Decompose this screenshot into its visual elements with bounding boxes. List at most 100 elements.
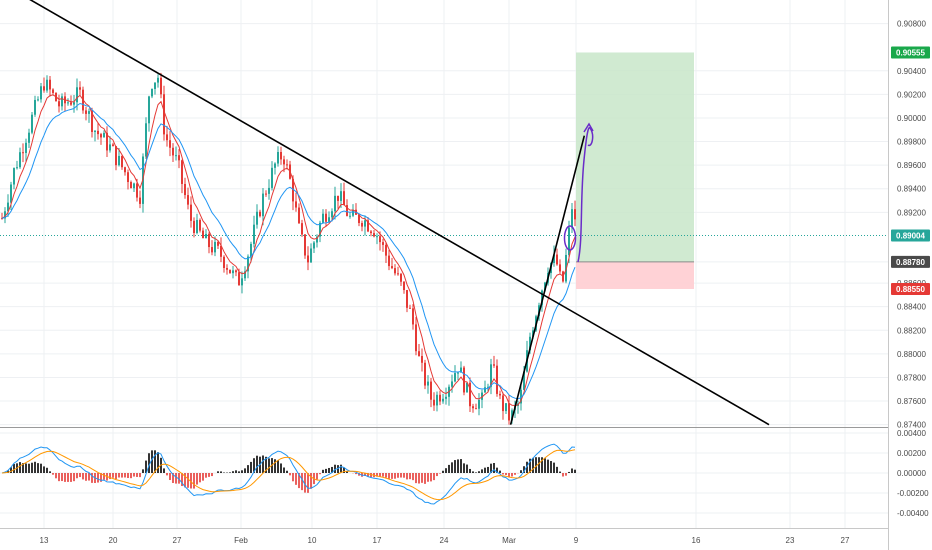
candle-body [403,281,405,291]
price-label-entry [891,255,930,268]
candle-body [478,399,480,409]
candle-body [307,255,309,263]
candle-body [388,255,390,267]
candle-body [421,355,423,363]
candle-body [346,205,348,216]
candle-body [313,242,315,249]
ema-fast-line [1,94,576,407]
candle-body [499,393,501,396]
x-tick-label: Feb [234,536,248,545]
candle-body [223,256,225,268]
candle-body [484,387,486,393]
candle-body [76,87,78,103]
x-tick-label: 24 [440,536,449,545]
candle-body [67,102,69,104]
candle-body [376,236,378,238]
candle-body [265,193,267,195]
y-tick-label: 0.88400 [897,303,926,312]
trendline-descending [29,0,770,426]
candle-body [304,234,306,256]
candle-body [244,271,246,279]
candle-body [40,86,42,100]
candle-body [238,272,240,286]
candle-body [88,111,90,114]
candle-body [556,254,558,265]
candle-body [316,236,318,243]
candle-body [511,410,513,421]
candle-body [430,381,432,400]
candle-body [160,77,162,95]
candle-body [58,101,60,107]
candle-body [79,87,81,90]
candle-body [424,362,426,386]
candle-body [208,233,210,248]
candle-body [247,256,249,272]
candle-body [70,102,72,105]
candle-body [574,209,576,220]
candle-body [325,213,327,222]
candle-body [559,264,561,272]
candle-body [154,82,156,89]
y-tick-label: 0.89400 [897,185,926,194]
candle-body [112,144,114,147]
candle-body [418,351,420,356]
candle-body [508,403,510,421]
candle-body [262,193,264,217]
candle-body [13,168,15,185]
candle-body [520,389,522,404]
macd-tick-label: 0.00400 [897,429,926,438]
candle-body [34,99,36,115]
candle-body [340,191,342,201]
candle-body [157,77,159,83]
candle-body [151,88,153,97]
candle-body [103,132,105,138]
candles [1,72,576,425]
target-zone [576,52,694,262]
trendlines [29,0,770,426]
macd-tick-label: -0.00200 [897,489,929,498]
candle-body [139,197,141,204]
candle-body [169,140,171,148]
candle-body [7,202,9,212]
macd-tick-label: 0.00000 [897,469,926,478]
macd-tick-label: -0.00400 [897,509,929,518]
candle-body [106,132,108,151]
candle-body [10,184,12,203]
y-tick-label: 0.87600 [897,397,926,406]
candle-body [529,336,531,351]
candle-body [43,86,45,91]
candle-body [73,102,75,105]
candle-body [232,270,234,274]
candle-body [487,386,489,388]
x-tick-label: 27 [841,536,850,545]
candle-body [61,96,63,107]
candle-body [415,324,417,352]
candle-body [256,211,258,225]
y-tick-label: 0.89200 [897,208,926,217]
price-label-text-target: 0.90555 [896,48,925,57]
candle-body [454,373,456,382]
candle-body [481,392,483,400]
candle-body [349,215,351,217]
candle-body [427,381,429,386]
candle-body [85,110,87,114]
price-label-current [891,229,930,242]
x-tick-label: 13 [40,536,49,545]
candle-body [274,163,276,168]
candle-body [364,220,366,227]
candle-body [460,367,462,373]
price-label-text-entry: 0.88780 [896,258,925,267]
candle-body [442,398,444,402]
x-tick-label: 9 [574,536,579,545]
price-label-stop [891,282,930,295]
candle-body [145,123,147,157]
y-tick-label: 0.90400 [897,67,926,76]
x-tick-label: 20 [109,536,118,545]
candle-body [322,213,324,223]
candle-body [97,130,99,135]
candle-body [496,365,498,394]
candle-body [124,167,126,173]
candle-body [502,395,504,412]
